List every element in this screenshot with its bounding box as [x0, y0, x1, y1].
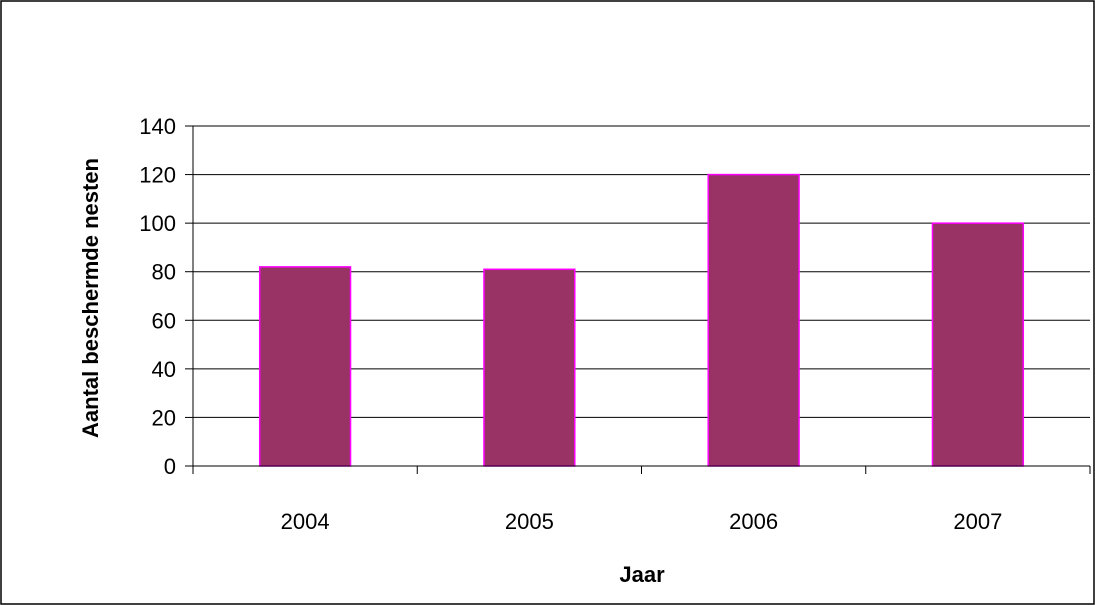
y-tick-label-0: 0 [164, 454, 176, 479]
x-tick-label-2004: 2004 [281, 509, 330, 534]
axes [185, 125, 1091, 474]
bar-2006 [707, 173, 800, 467]
y-tick-label-60: 60 [152, 308, 176, 333]
y-tick-label-80: 80 [152, 260, 176, 285]
y-tick-label-100: 100 [139, 211, 176, 236]
y-tick-label-120: 120 [139, 163, 176, 188]
y-tick-label-20: 20 [152, 405, 176, 430]
x-tick-label-2005: 2005 [505, 509, 554, 534]
y-tick-label-140: 140 [139, 114, 176, 139]
bar-2005 [483, 268, 576, 467]
tick-labels: 0 20 40 60 80 100 120 140 2004 2005 2006 2007 [139, 114, 1002, 534]
bar-2007 [931, 222, 1025, 467]
bars [258, 173, 1025, 467]
bar-2004 [258, 266, 352, 467]
x-tick-label-2006: 2006 [729, 509, 778, 534]
x-axis-title: Jaar [619, 562, 665, 587]
y-tick-label-40: 40 [152, 357, 176, 382]
x-tick-label-2007: 2007 [953, 509, 1002, 534]
y-axis-title: Aantal beschermde nesten [78, 158, 103, 438]
